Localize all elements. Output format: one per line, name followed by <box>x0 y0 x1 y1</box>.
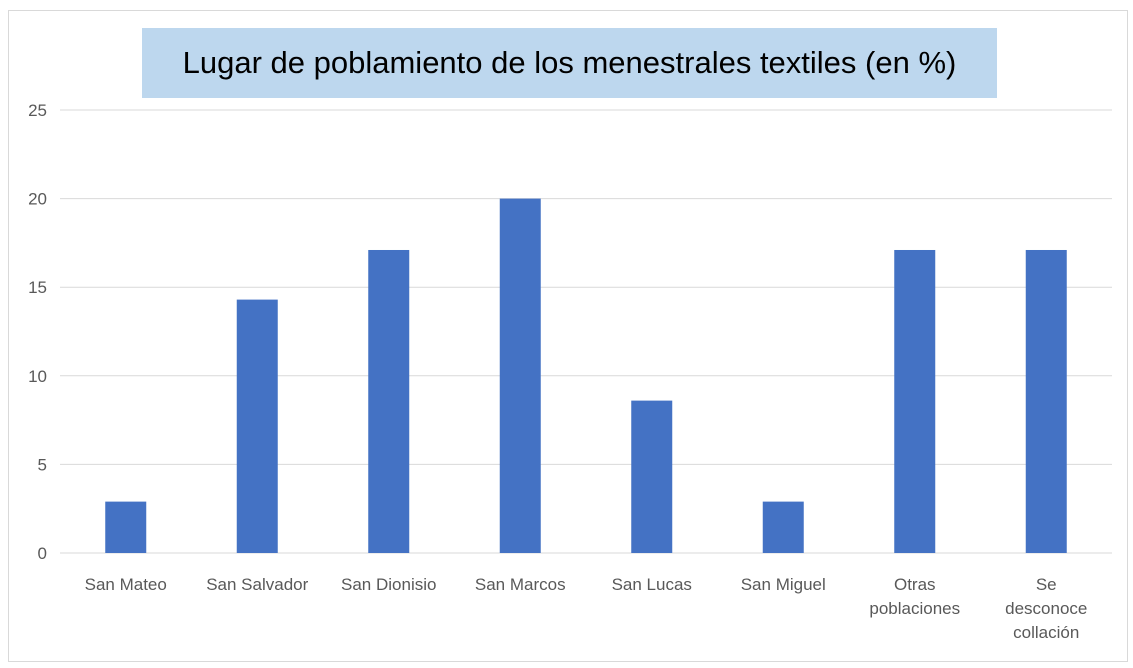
x-tick-label: San Salvador <box>206 575 308 594</box>
bar <box>1025 249 1067 553</box>
x-tick-label: San Dionisio <box>341 575 436 594</box>
x-tick-label-line: San Mateo <box>85 575 167 594</box>
y-tick-label: 10 <box>28 367 47 386</box>
bar <box>368 249 410 553</box>
bar <box>894 249 936 553</box>
x-axis-ticks: San Mateo San Salvador San Dionisio San Mar… <box>85 575 1088 642</box>
x-tick-label-line: collación <box>1013 623 1079 642</box>
y-tick-label: 0 <box>38 544 47 563</box>
x-tick-label: San Lucas <box>612 575 692 594</box>
x-tick-label-line: Otras <box>894 575 936 594</box>
x-tick-label-line: San Lucas <box>612 575 692 594</box>
bar <box>499 198 541 553</box>
x-tick-label: Otras poblaciones <box>869 575 960 618</box>
x-tick-label: San Marcos <box>475 575 566 594</box>
x-tick-label-line: poblaciones <box>869 599 960 618</box>
y-tick-label: 15 <box>28 278 47 297</box>
x-tick-label-line: San Marcos <box>475 575 566 594</box>
x-tick-label-line: desconoce <box>1005 599 1087 618</box>
x-tick-label: Se desconoce collación <box>1005 575 1087 642</box>
x-tick-label: San Miguel <box>741 575 826 594</box>
chart-title: Lugar de poblamiento de los menestrales … <box>182 45 957 80</box>
gridlines <box>60 109 1112 554</box>
bar <box>762 501 804 553</box>
x-tick-label-line: Se <box>1036 575 1057 594</box>
bar <box>236 299 278 553</box>
bars <box>105 198 1067 553</box>
bar <box>631 400 673 553</box>
bar <box>105 501 147 553</box>
y-tick-label: 5 <box>38 455 47 474</box>
y-tick-label: 25 <box>28 101 47 120</box>
chart-title-box: Lugar de poblamiento de los menestrales … <box>142 28 997 98</box>
x-tick-label: San Mateo <box>85 575 167 594</box>
y-tick-label: 20 <box>28 190 47 209</box>
x-tick-label-line: San Salvador <box>206 575 308 594</box>
x-tick-label-line: San Miguel <box>741 575 826 594</box>
x-tick-label-line: San Dionisio <box>341 575 436 594</box>
y-axis-ticks: 0 5 10 15 20 25 <box>28 101 47 563</box>
